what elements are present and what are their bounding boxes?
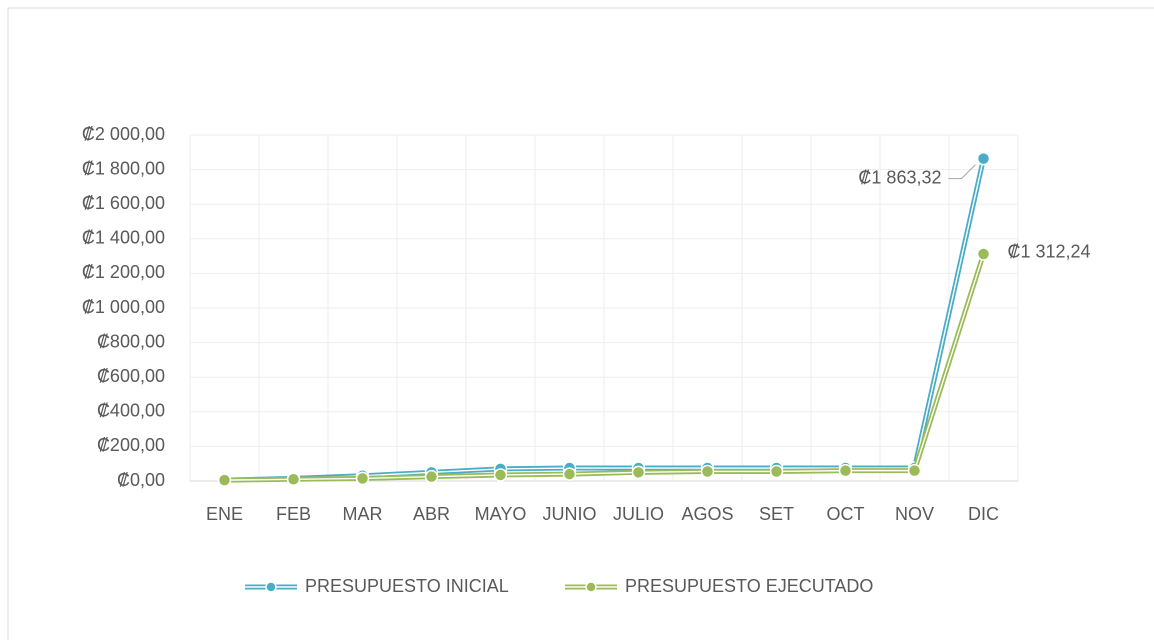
y-tick-label: ₡400,00 [97,401,165,421]
marker [355,471,370,486]
x-tick-label: OCT [827,504,865,524]
legend-label: PRESUPUESTO EJECUTADO [625,576,873,596]
series-line-inner [224,253,985,481]
marker [769,464,784,479]
leader-line [948,164,976,180]
legend-marker [585,581,597,593]
y-tick-label: ₡200,00 [97,435,165,455]
y-tick-label: ₡1 800,00 [82,158,165,178]
marker [493,468,508,482]
x-tick-label: MAYO [475,504,527,524]
y-tick-label: ₡0,00 [117,470,165,490]
x-tick-label: AGOS [681,504,733,524]
marker [976,151,991,166]
legend-marker [265,581,277,593]
marker [631,465,646,480]
y-tick-label: ₡2 000,00 [82,124,165,144]
x-tick-label: NOV [895,504,934,524]
marker [217,473,232,487]
data-label: ₡1 863,32 [858,167,941,187]
y-tick-label: ₡1 000,00 [82,297,165,317]
x-tick-label: ENE [206,504,243,524]
x-tick-label: SET [759,504,794,524]
data-label: ₡1 312,24 [1008,242,1091,262]
y-tick-label: ₡1 400,00 [82,228,165,248]
marker [562,467,577,481]
marker [286,472,301,487]
x-tick-label: JULIO [613,504,664,524]
marker [838,463,853,478]
x-tick-label: MAR [343,504,383,524]
marker [976,247,991,261]
x-tick-label: FEB [276,504,311,524]
x-tick-label: DIC [968,504,999,524]
marker [424,469,439,484]
legend-label: PRESUPUESTO INICIAL [305,576,509,596]
marker [907,463,922,478]
y-tick-label: ₡1 600,00 [82,193,165,213]
marker [700,464,715,479]
x-tick-label: JUNIO [543,504,597,524]
x-tick-label: ABR [413,504,450,524]
y-tick-label: ₡600,00 [97,366,165,386]
y-tick-label: ₡800,00 [97,331,165,351]
chart-frame [7,7,1154,640]
y-tick-label: ₡1 200,00 [82,262,165,282]
